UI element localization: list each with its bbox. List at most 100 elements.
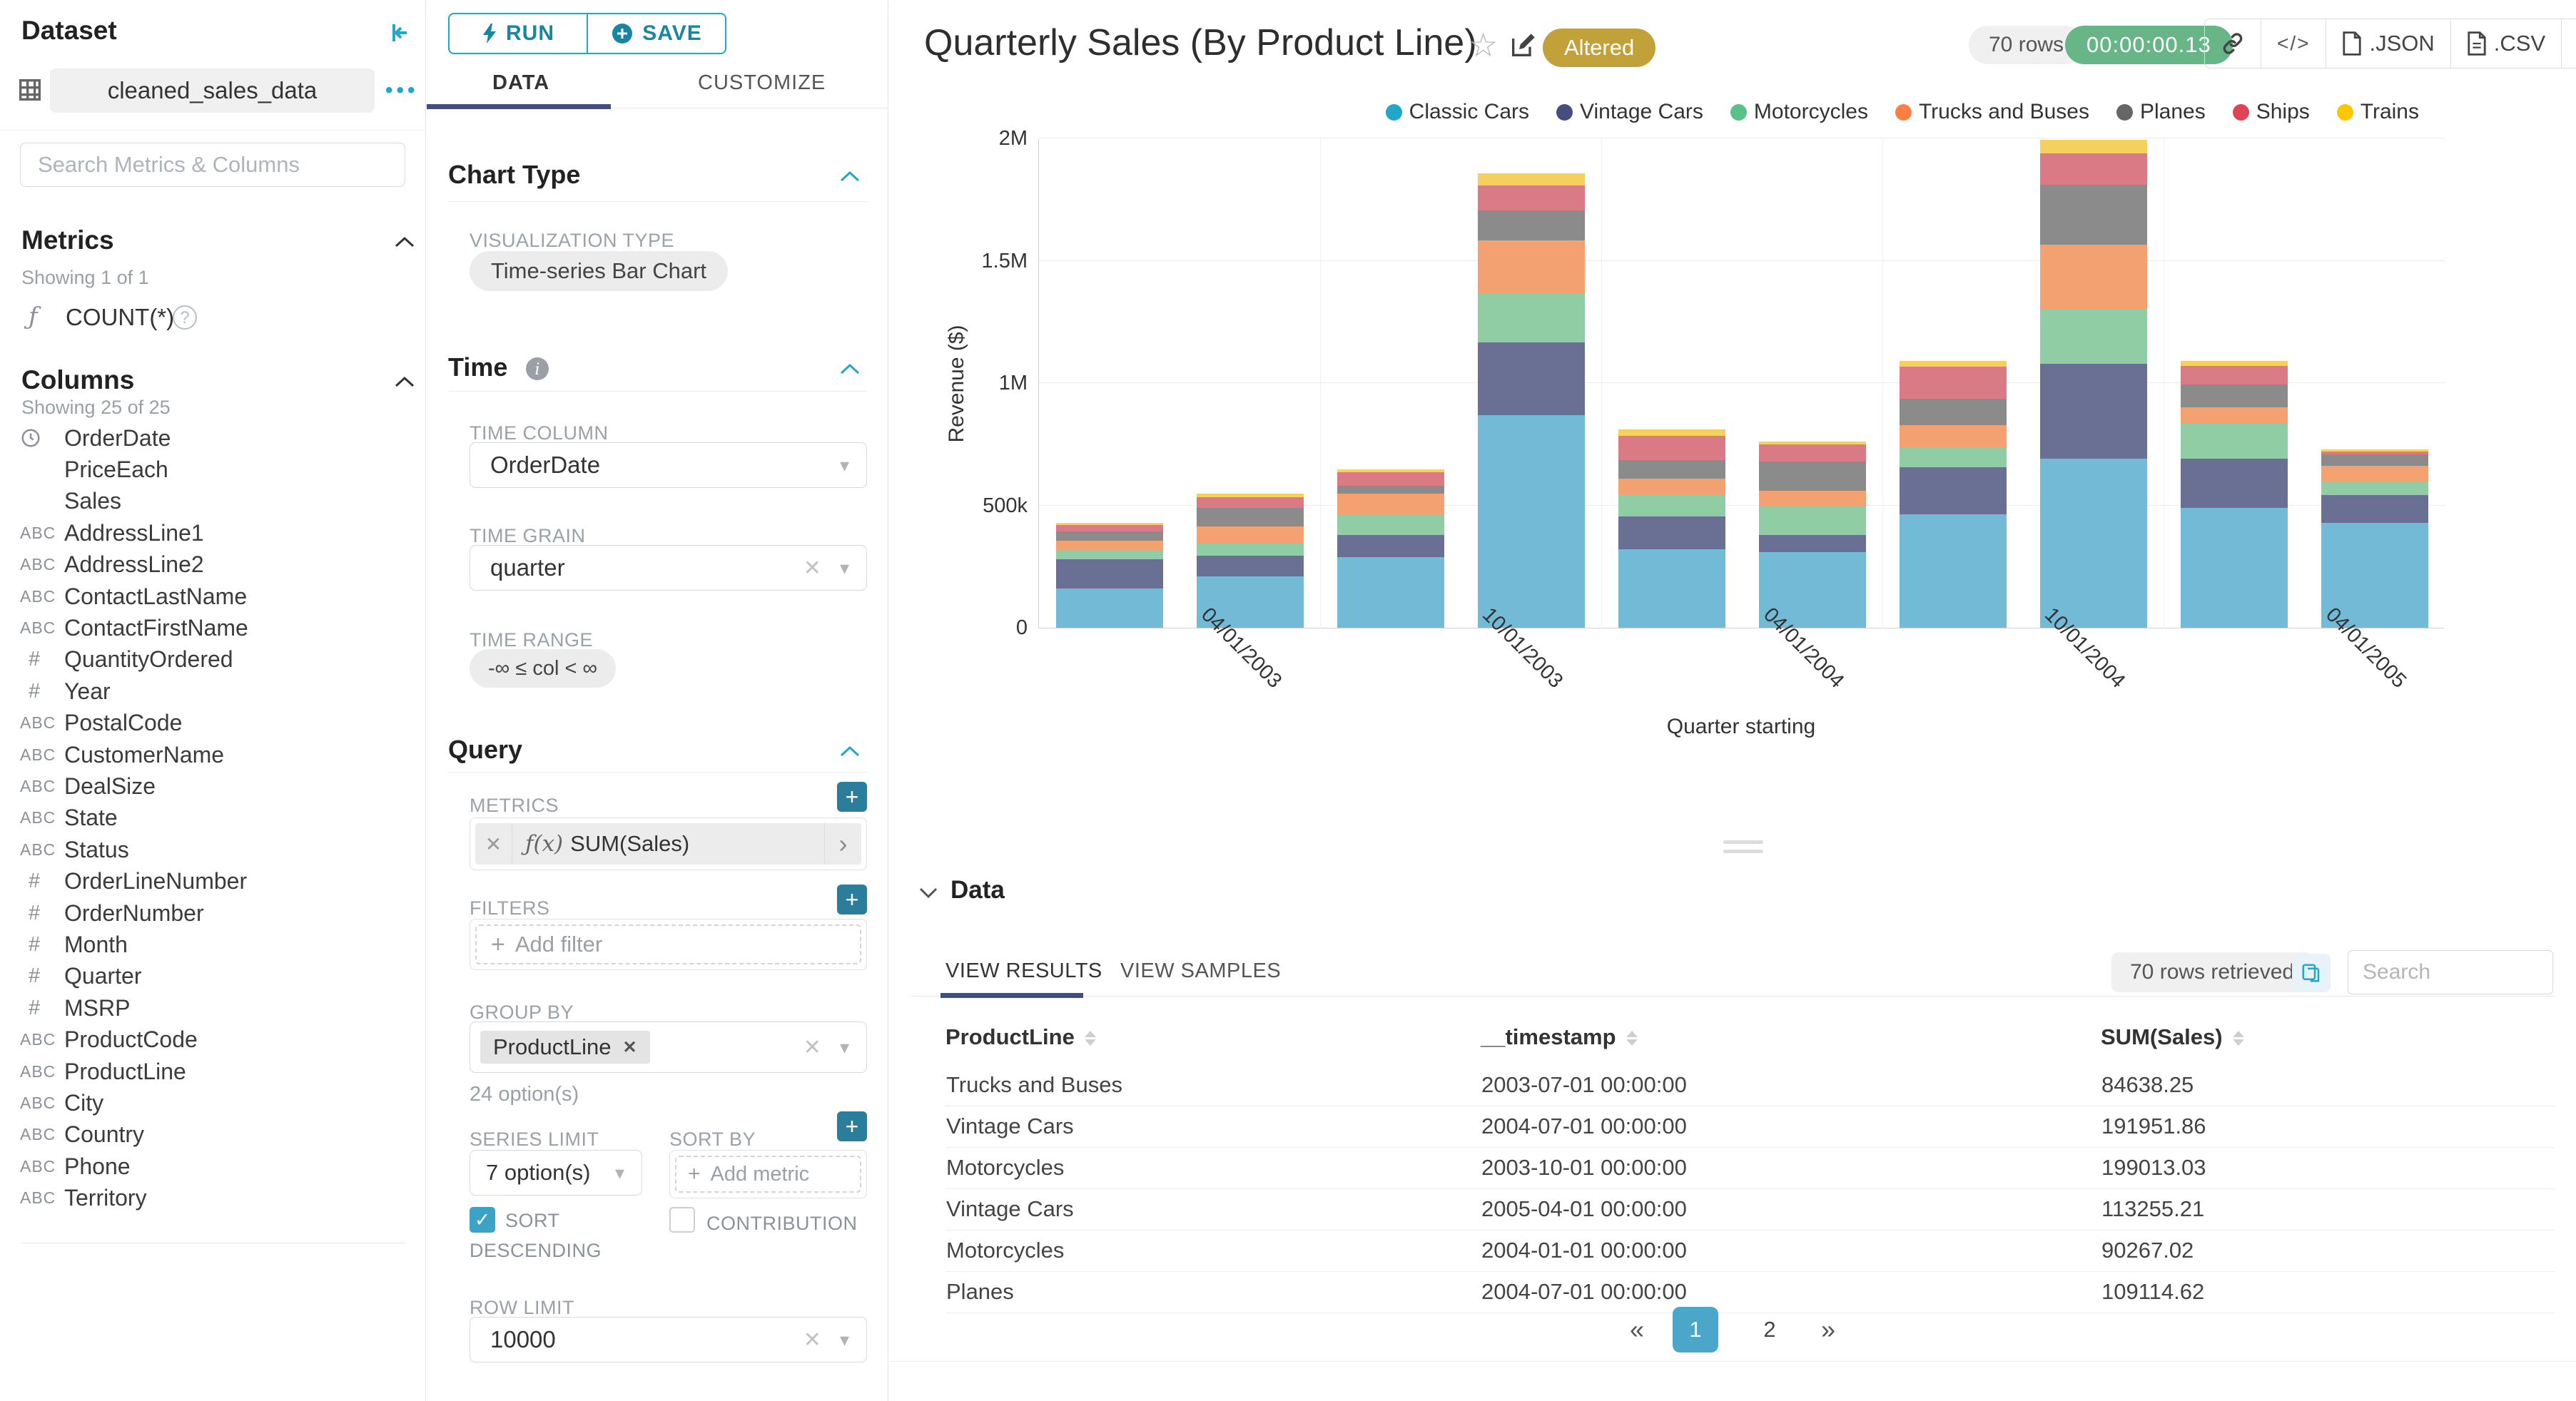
add-metric-button[interactable]: + <box>837 782 867 812</box>
row-limit-select[interactable]: 10000 ✕ ▾ <box>470 1317 867 1362</box>
export-csv-button[interactable]: .CSV <box>2450 19 2561 68</box>
column-item[interactable]: ABC Territory <box>0 1182 426 1213</box>
bar-01/01/2003[interactable] <box>1055 522 1163 628</box>
column-header-sum-sales[interactable]: SUM(Sales) <box>2101 1014 2555 1064</box>
column-item[interactable]: ABC ProductLine <box>0 1056 426 1087</box>
column-item[interactable]: ABC DealSize <box>0 770 426 802</box>
table-row[interactable]: Trucks and Buses 2003-07-01 00:00:00 84638… <box>945 1064 2555 1106</box>
panel-resize-handle[interactable] <box>1723 840 1763 859</box>
dataset-name[interactable]: cleaned_sales_data <box>50 68 375 113</box>
time-grain-select[interactable]: quarter ✕ ▾ <box>470 545 867 591</box>
legend-item[interactable]: Classic Cars <box>1385 100 1529 124</box>
page-1[interactable]: 1 <box>1673 1307 1718 1352</box>
page-2[interactable]: 2 <box>1763 1317 1776 1342</box>
chevron-up-icon[interactable] <box>394 375 415 388</box>
visualization-type-value[interactable]: Time-series Bar Chart <box>470 251 729 291</box>
altered-badge[interactable]: Altered <box>1543 29 1656 67</box>
table-row[interactable]: Vintage Cars 2005-04-01 00:00:00 113255.21 <box>945 1188 2555 1231</box>
sort-descending-checkbox[interactable]: ✓ <box>470 1207 495 1233</box>
column-item[interactable]: ABC ProductCode <box>0 1024 426 1055</box>
add-sort-metric-button[interactable]: + <box>837 1111 867 1141</box>
chevron-down-icon[interactable] <box>919 887 938 902</box>
bar-04/01/2004[interactable] <box>1758 442 1866 628</box>
table-row[interactable]: Motorcycles 2004-01-01 00:00:00 90267.02 <box>945 1230 2555 1272</box>
bar-01/01/2004[interactable] <box>1618 429 1725 628</box>
column-item[interactable]: # OrderNumber <box>0 897 426 929</box>
remove-icon[interactable]: ✕ <box>475 823 512 865</box>
metric-chip[interactable]: ✕ ƒ(x) SUM(Sales) › <box>475 823 861 865</box>
column-item[interactable]: # Month <box>0 929 426 960</box>
column-item[interactable]: OrderDate <box>0 422 426 454</box>
bar-10/01/2003[interactable] <box>1477 173 1585 628</box>
clear-icon[interactable]: ✕ <box>803 1035 821 1059</box>
copy-link-button[interactable] <box>2205 19 2261 68</box>
tab-view-results[interactable]: VIEW RESULTS <box>945 959 1102 982</box>
group-by-chip[interactable]: ProductLine ✕ <box>480 1031 650 1064</box>
clear-icon[interactable]: ✕ <box>803 1328 821 1352</box>
sidebar-search-input[interactable] <box>20 143 405 187</box>
save-button[interactable]: SAVE <box>587 14 725 53</box>
bar-04/01/2005[interactable] <box>2321 449 2428 628</box>
column-item[interactable]: Sales <box>0 486 426 517</box>
time-range-value[interactable]: -∞ ≤ col < ∞ <box>470 649 617 688</box>
help-icon[interactable]: ? <box>173 305 197 330</box>
favorite-star-icon[interactable]: ☆ <box>1469 26 1499 63</box>
column-item[interactable]: ABC ContactLastName <box>0 581 426 612</box>
column-item[interactable]: ABC State <box>0 803 426 834</box>
table-row[interactable]: Planes 2004-07-01 00:00:00 109114.62 <box>945 1271 2555 1313</box>
column-item[interactable]: ABC AddressLine2 <box>0 549 426 581</box>
column-header-productline[interactable]: ProductLine <box>945 1014 1481 1064</box>
chevron-up-icon[interactable] <box>839 362 861 375</box>
add-filter-dropzone[interactable]: + Add filter <box>475 924 861 964</box>
collapse-panel-icon[interactable] <box>385 19 414 47</box>
bar-10/01/2004[interactable] <box>2039 139 2147 628</box>
bar-01/01/2005[interactable] <box>2180 361 2288 628</box>
tab-customize[interactable]: CUSTOMIZE <box>698 71 826 94</box>
column-item[interactable]: # Quarter <box>0 961 426 992</box>
column-header-timestamp[interactable]: __timestamp <box>1481 1014 2101 1064</box>
table-row[interactable]: Vintage Cars 2004-07-01 00:00:00 191951.86 <box>945 1106 2555 1148</box>
chevron-up-icon[interactable] <box>839 745 861 758</box>
run-button[interactable]: RUN <box>450 14 587 53</box>
chevron-up-icon[interactable] <box>394 235 415 248</box>
chevron-up-icon[interactable] <box>839 170 861 183</box>
tab-view-samples[interactable]: VIEW SAMPLES <box>1120 959 1282 982</box>
tab-data[interactable]: DATA <box>492 71 550 94</box>
column-item[interactable]: # QuantityOrdered <box>0 644 426 676</box>
legend-item[interactable]: Ships <box>2232 100 2310 124</box>
table-row[interactable]: Motorcycles 2003-10-01 00:00:00 199013.03 <box>945 1147 2555 1189</box>
remove-icon[interactable]: ✕ <box>622 1037 637 1057</box>
legend-item[interactable]: Trains <box>2336 100 2419 124</box>
group-by-select[interactable]: ProductLine ✕ ✕ ▾ <box>470 1022 867 1073</box>
bar-07/01/2003[interactable] <box>1337 469 1444 628</box>
export-json-button[interactable]: .JSON <box>2326 19 2450 68</box>
copy-data-button[interactable] <box>2292 954 2331 992</box>
column-item[interactable]: ABC AddressLine1 <box>0 517 426 549</box>
time-column-select[interactable]: OrderDate ▾ <box>470 442 867 488</box>
bar-07/01/2004[interactable] <box>1899 360 2007 628</box>
column-item[interactable]: ABC Status <box>0 834 426 865</box>
series-limit-select[interactable]: 7 option(s) ▾ <box>470 1150 642 1196</box>
column-item[interactable]: PriceEach <box>0 454 426 485</box>
column-item[interactable]: ABC Phone <box>0 1151 426 1182</box>
column-item[interactable]: # OrderLineNumber <box>0 865 426 897</box>
column-item[interactable]: ABC Country <box>0 1119 426 1151</box>
column-item[interactable]: ABC PostalCode <box>0 708 426 739</box>
metric-item[interactable]: ƒ COUNT(*) ? <box>0 300 426 340</box>
pagination-next[interactable]: » <box>1821 1315 1836 1344</box>
chart-menu-button[interactable] <box>2561 19 2576 68</box>
info-icon[interactable]: i <box>525 357 549 384</box>
legend-item[interactable]: Planes <box>2116 100 2206 124</box>
add-filter-button[interactable]: + <box>837 885 867 915</box>
bar-04/01/2003[interactable] <box>1196 494 1304 628</box>
legend-item[interactable]: Trucks and Buses <box>1895 100 2089 124</box>
contribution-checkbox[interactable] <box>669 1207 695 1233</box>
column-item[interactable]: # Year <box>0 676 426 707</box>
column-item[interactable]: ABC ContactFirstName <box>0 612 426 643</box>
table-search-input[interactable] <box>2348 950 2553 994</box>
pagination-prev[interactable]: « <box>1629 1315 1644 1344</box>
legend-item[interactable]: Motorcycles <box>1730 100 1868 124</box>
add-sort-metric-dropzone[interactable]: + Add metric <box>675 1156 861 1193</box>
clear-icon[interactable]: ✕ <box>803 556 821 580</box>
legend-item[interactable]: Vintage Cars <box>1556 100 1703 124</box>
